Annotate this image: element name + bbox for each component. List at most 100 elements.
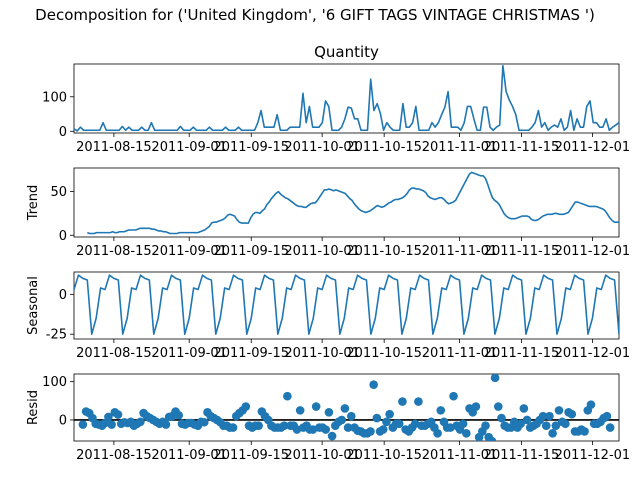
resid-point [295,406,305,415]
y-tick-label: 100 [42,90,67,105]
x-tick-label: 2011-09-15 [213,448,289,463]
y-axis-label: Trend [26,185,41,222]
resid-point [414,397,423,406]
resid-point [493,402,503,411]
resid-point [394,419,404,429]
resid-point [311,402,321,411]
resid-point [538,411,548,421]
plot-area [87,171,619,235]
x-tick-label: 2011-08-15 [76,448,152,463]
resid-point [519,404,529,413]
x-tick-label: 2011-11-01 [422,244,498,259]
resid-point [337,415,347,425]
resid-point [481,421,490,430]
resid-point [522,415,532,425]
resid-point [78,420,88,429]
x-tick-label: 2011-12-01 [555,140,631,155]
resid-point [545,411,554,421]
resid-point [487,436,497,441]
resid-point [199,417,209,427]
x-tick-label: 2011-10-15 [346,140,422,155]
x-tick-label: 2011-09-01 [151,244,227,259]
x-tick-label: 2011-09-01 [151,448,227,463]
x-tick-label: 2011-12-01 [555,244,631,259]
resid-point [369,380,378,390]
resid-point [340,404,350,413]
x-tick-label: 2011-09-15 [213,140,289,155]
y-tick-label: 50 [50,185,67,200]
resid-point [602,411,612,421]
resid-point [327,431,337,441]
resid-point [586,400,596,409]
resid-point [580,427,589,436]
plot-area [74,274,619,336]
resid-point [385,409,394,419]
series-line [87,171,619,235]
plot-area [74,374,619,441]
resid-point [283,391,292,401]
y-tick-label: 0 [59,413,67,428]
resid-point [541,421,551,430]
axes-frame [73,167,620,238]
x-tick-label: 2011-08-15 [76,346,152,361]
resid-point [567,409,577,419]
resid-point [548,429,557,438]
x-tick-label: 2011-08-15 [76,244,152,259]
resid-point [497,413,506,423]
axes-frame [73,271,620,340]
axes-frame [73,373,620,442]
x-tick-label: 2011-09-01 [151,346,227,361]
y-axis-label: Resid [26,390,41,425]
resid-point [458,419,468,429]
resid-point [254,421,263,430]
resid-point [551,421,561,430]
resid-point [449,391,458,401]
resid-point [561,419,570,429]
x-tick-label: 2011-11-01 [422,346,498,361]
resid-point [436,406,446,415]
x-tick-label: 2011-10-15 [346,346,422,361]
y-tick-label: 0 [59,288,67,303]
resid-point [343,423,353,432]
resid-point [324,407,334,417]
resid-point [490,374,500,383]
axes-frame [73,63,620,134]
resid-point [471,402,481,411]
resid-point [398,397,407,406]
x-tick-label: 2011-11-01 [422,448,498,463]
x-tick-label: 2011-11-15 [484,448,560,463]
x-tick-label: 2011-12-01 [555,346,631,361]
subplot-title: Quantity [314,43,379,61]
resid-point [433,429,442,438]
resid-point [366,427,375,436]
y-axis-label: Seasonal [26,276,41,335]
resid-point [279,421,289,430]
y-tick-label: 0 [59,229,67,244]
resid-point [321,425,331,434]
resid-point [554,406,564,415]
resid-point [382,417,391,427]
resid-point [161,420,171,429]
resid-point [241,402,251,411]
x-tick-label: 2011-10-01 [284,448,360,463]
x-tick-label: 2011-10-01 [284,346,360,361]
resid-point [107,420,116,429]
x-tick-label: 2011-12-01 [555,448,631,463]
resid-point [605,423,615,432]
y-tick-label: -25 [46,328,67,343]
subplot-3: Seasonal 0 -25 2011-08-15 2011-09-012011-09-… [26,271,631,361]
x-tick-label: 2011-10-15 [346,244,422,259]
x-tick-label: 2011-11-15 [484,244,560,259]
x-tick-label: 2011-10-01 [284,244,360,259]
resid-point [104,412,113,422]
series-line [74,64,619,132]
x-tick-label: 2011-10-15 [346,448,422,463]
x-tick-label: 2011-09-15 [213,244,289,259]
x-tick-label: 2011-11-15 [484,346,560,361]
series-line [74,274,619,336]
x-tick-label: 2011-09-01 [151,140,227,155]
resid-point [372,413,382,423]
